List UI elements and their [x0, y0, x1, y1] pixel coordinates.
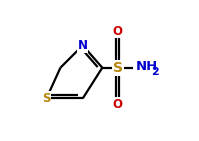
Text: O: O [113, 98, 123, 111]
Text: S: S [113, 61, 123, 75]
Text: NH: NH [136, 60, 158, 73]
Text: N: N [78, 39, 88, 52]
Text: O: O [113, 25, 123, 38]
Text: 2: 2 [151, 67, 159, 77]
Text: S: S [42, 92, 51, 105]
